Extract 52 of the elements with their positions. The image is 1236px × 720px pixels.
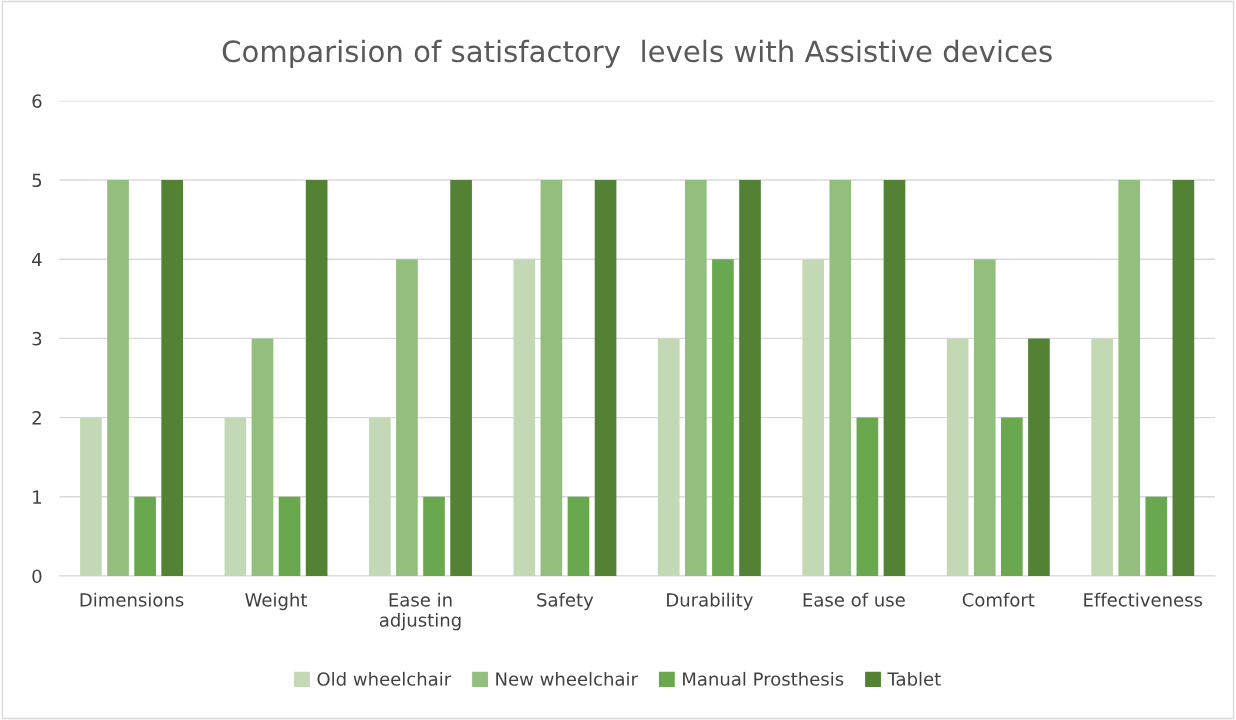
legend-label: New wheelchair [496,671,638,686]
bar [107,180,129,576]
bar [685,180,707,576]
bar [278,496,301,576]
bar [829,180,852,576]
bar [946,338,969,576]
x-tick-label: Durability [667,592,753,611]
bar [1091,338,1113,576]
bar [134,496,156,576]
chart-title: Comparision of satisfactory levels with Assistive devices [222,39,1052,68]
y-tick-label: 0 [32,569,42,584]
bar [251,338,274,576]
bar [161,180,184,576]
bar [1028,338,1050,576]
bar [802,259,825,576]
y-tick-label: 6 [32,94,42,108]
y-tick-label: 2 [32,411,41,425]
x-tick-label: Weight [245,592,308,611]
y-tick-label: 1 [33,490,41,504]
x-tick-label: Dimensions [80,592,184,607]
x-tick-label: Effectiveness [1084,592,1203,607]
bar [1118,180,1141,576]
bar [540,180,563,576]
legend-label: Manual Prosthesis [683,671,844,686]
bar [1001,417,1023,576]
bar [1172,180,1195,576]
y-tick-label: 3 [32,331,42,346]
bar [1145,496,1168,576]
bar [369,417,391,576]
y-tick-label: 5 [32,173,42,188]
bar [973,259,996,576]
legend-label: Tablet [887,671,941,686]
x-tick-label: Comfort [962,592,1035,607]
bar [423,496,445,576]
bar [739,180,761,576]
y-tick-label: 4 [32,252,42,267]
bar [224,417,247,576]
legend-label: Old wheelchair [317,671,452,686]
x-tick-label: Ease of use [803,592,905,607]
x-tick-label: Ease in adjusting [379,592,461,631]
bar [450,180,472,576]
bar [883,180,906,576]
bar [396,259,418,576]
bar [567,496,590,576]
bar [305,180,328,576]
x-tick-label: Safety [537,592,594,611]
bar [513,259,536,576]
bar [856,417,879,576]
bar [712,259,734,576]
bar [657,338,680,576]
bar [80,417,102,576]
bar [594,180,617,576]
